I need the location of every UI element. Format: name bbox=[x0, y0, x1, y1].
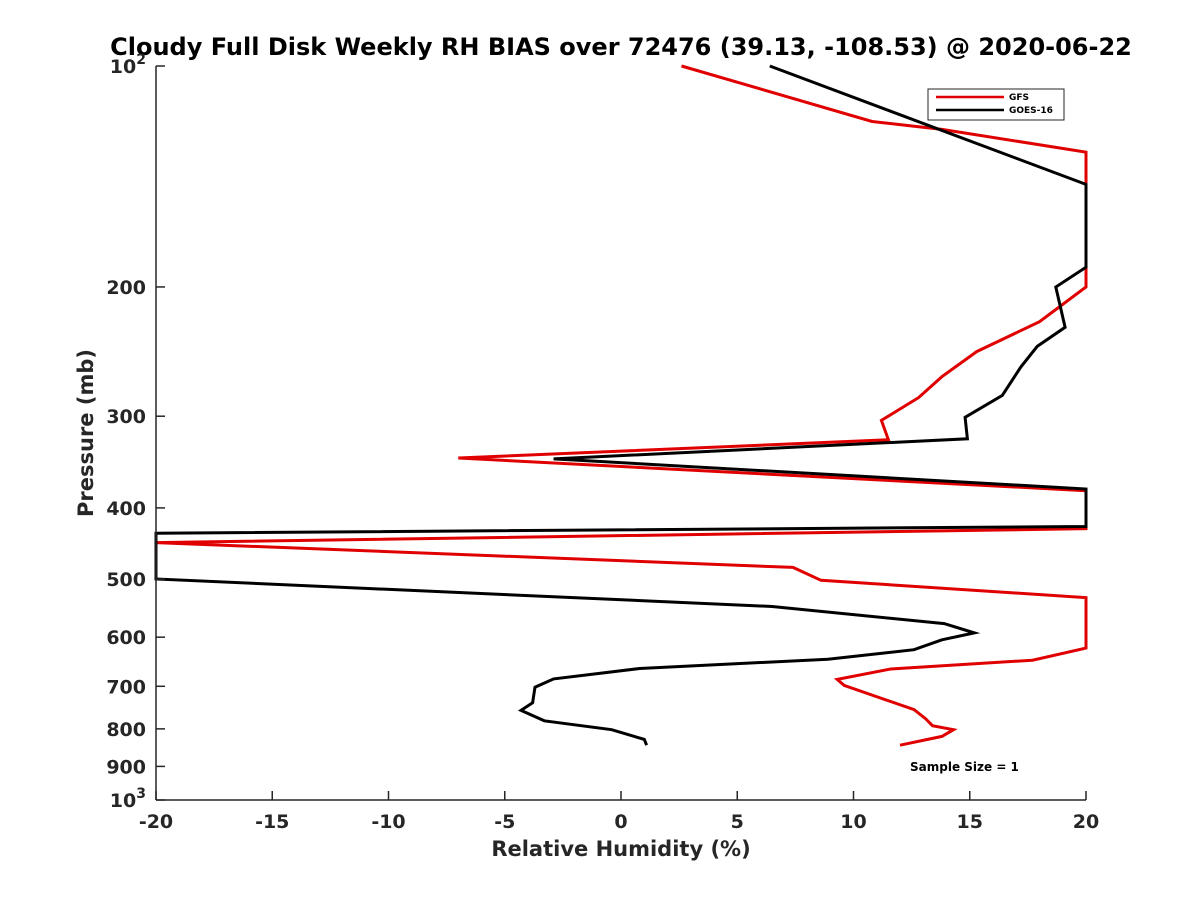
x-tick-label: -10 bbox=[371, 811, 405, 833]
chart-title: Cloudy Full Disk Weekly RH BIAS over 724… bbox=[110, 33, 1132, 61]
x-tick-label: -20 bbox=[139, 811, 173, 833]
x-tick-label: 20 bbox=[1073, 811, 1099, 833]
x-axis-label: Relative Humidity (%) bbox=[491, 837, 750, 861]
x-tick-label: 5 bbox=[731, 811, 744, 833]
y-tick-label-decade: 103 bbox=[110, 786, 146, 812]
y-axis-label: Pressure (mb) bbox=[74, 349, 98, 517]
x-ticks: -20 -15 -10 -5 0 5 10 15 20 bbox=[139, 791, 1099, 833]
legend: GFS GOES-16 bbox=[927, 88, 1065, 121]
legend-label-goes16: GOES-16 bbox=[1009, 106, 1053, 116]
x-tick-label: 0 bbox=[614, 811, 627, 833]
x-tick-label: 15 bbox=[957, 811, 983, 833]
y-tick-label: 900 bbox=[106, 756, 146, 778]
legend-box bbox=[927, 88, 1065, 121]
sample-size-annotation: Sample Size = 1 bbox=[910, 760, 1019, 774]
legend-label-gfs: GFS bbox=[1009, 93, 1029, 103]
plot-frame bbox=[156, 66, 1086, 800]
plot-area: -20 -15 -10 -5 0 5 10 15 20 200 300 400 500 600 700 80… bbox=[106, 52, 1099, 833]
y-tick-label: 600 bbox=[106, 627, 146, 649]
x-tick-label: -5 bbox=[494, 811, 515, 833]
x-tick-label: -15 bbox=[255, 811, 289, 833]
y-tick-label-decade: 102 bbox=[110, 52, 146, 78]
y-tick-label: 400 bbox=[106, 498, 146, 520]
y-ticks: 200 300 400 500 600 700 800 900 102 103 bbox=[106, 52, 165, 812]
x-tick-label: 10 bbox=[840, 811, 866, 833]
y-tick-label: 700 bbox=[106, 676, 146, 698]
series-line-goes16 bbox=[154, 64, 1088, 746]
y-tick-label: 300 bbox=[106, 406, 146, 428]
y-tick-label: 200 bbox=[106, 277, 146, 299]
y-tick-label: 500 bbox=[106, 569, 146, 591]
y-tick-label: 800 bbox=[106, 719, 146, 741]
